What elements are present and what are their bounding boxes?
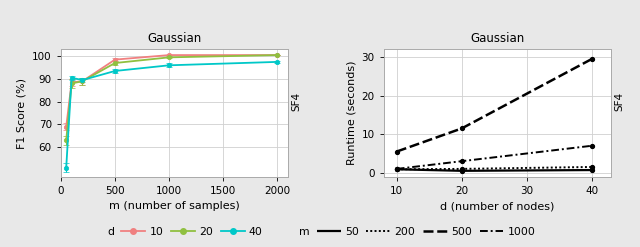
- Text: SF4: SF4: [291, 92, 301, 111]
- X-axis label: m (number of samples): m (number of samples): [109, 201, 240, 211]
- X-axis label: d (number of nodes): d (number of nodes): [440, 201, 555, 211]
- Text: Gaussian: Gaussian: [147, 32, 202, 45]
- Y-axis label: Runtime (seconds): Runtime (seconds): [346, 61, 356, 165]
- Text: SF4: SF4: [614, 92, 624, 111]
- Legend: d, 10, 20, 40, m, 50, 200, 500, 1000: d, 10, 20, 40, m, 50, 200, 500, 1000: [74, 223, 540, 242]
- Text: Gaussian: Gaussian: [470, 32, 525, 45]
- Y-axis label: F1 Score (%): F1 Score (%): [17, 78, 27, 148]
